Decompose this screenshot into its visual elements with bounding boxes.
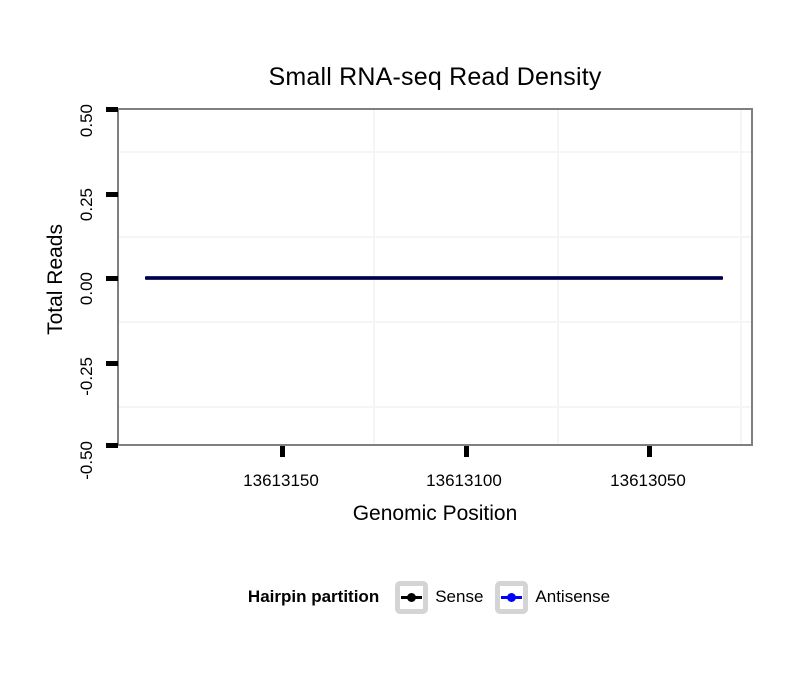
y-tick-label: -0.50 [77, 441, 96, 480]
y-axis-title: Total Reads [44, 224, 67, 335]
y-tick-label: 0.25 [77, 188, 96, 222]
gridline-minor-h [119, 151, 751, 153]
gridline-minor-h [119, 406, 751, 408]
y-tick-label: -0.25 [77, 357, 96, 396]
series-line-sense-antisense [145, 276, 723, 280]
legend-label-sense: Sense [435, 587, 484, 606]
y-axis-tick [106, 192, 118, 197]
gridline-minor-v [740, 110, 742, 444]
y-tick-label: 0.50 [77, 104, 96, 138]
series-line-core [145, 277, 723, 279]
legend-label-antisense: Antisense [535, 587, 611, 606]
plot-panel [106, 107, 753, 457]
antisense-point-swatch [507, 592, 517, 602]
y-axis-tick [106, 107, 118, 112]
legend-key-sense [395, 580, 429, 614]
gridline-minor-h [119, 321, 751, 323]
chart-title-row: Small RNA-seq Read Density [117, 63, 753, 92]
x-axis-tick [464, 446, 469, 457]
y-axis-tick [106, 361, 118, 366]
legend-title: Hairpin partition [247, 587, 380, 606]
x-axis-title: Genomic Position [352, 502, 518, 525]
chart-title: Small RNA-seq Read Density [268, 63, 602, 91]
x-axis-tick [280, 446, 285, 457]
legend-key-antisense [495, 580, 529, 614]
sense-point-swatch [407, 592, 417, 602]
gridline-minor-h [119, 236, 751, 238]
x-axis-title-row: Genomic Position [117, 502, 753, 526]
legend: Hairpin partition Sense Antisense [117, 579, 753, 615]
y-axis-tick [106, 276, 118, 281]
x-tick-label: 13613100 [426, 471, 502, 490]
y-tick-label: 0.00 [77, 272, 96, 306]
x-tick-label: 13613150 [243, 471, 319, 490]
x-axis-tick [647, 446, 652, 457]
y-axis-tick [106, 443, 118, 448]
x-tick-label: 13613050 [610, 471, 686, 490]
